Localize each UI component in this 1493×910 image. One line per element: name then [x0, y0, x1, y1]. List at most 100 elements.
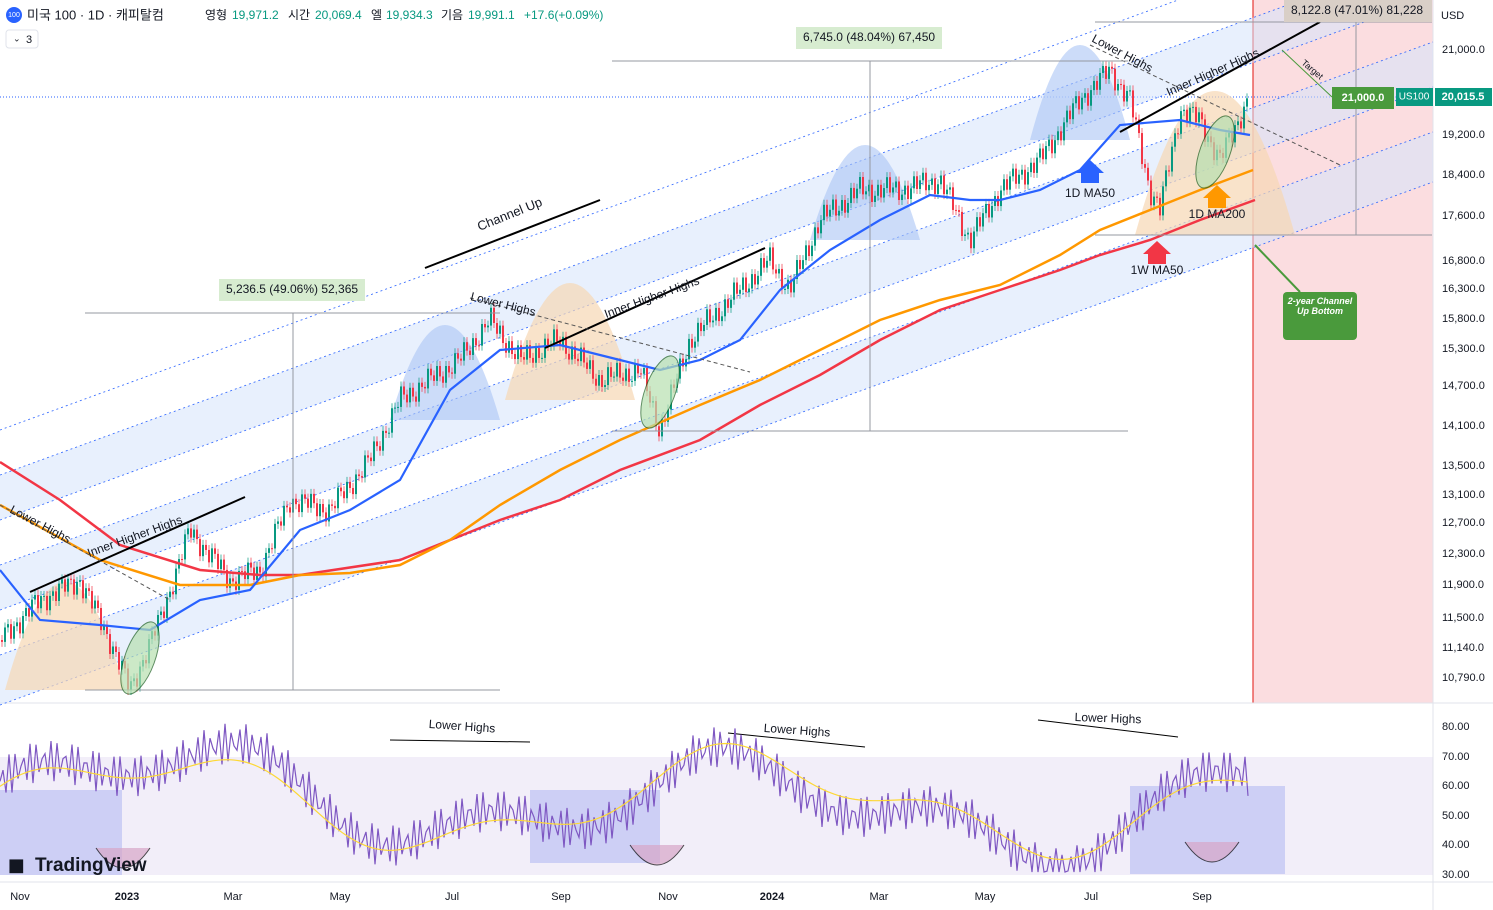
candle [286, 505, 288, 508]
candle [1033, 162, 1035, 173]
candle [907, 185, 909, 200]
candle [373, 441, 375, 462]
candle [607, 367, 609, 386]
time-tick-label: May [330, 891, 351, 903]
candle [7, 624, 9, 628]
candle [1165, 170, 1167, 187]
candle [115, 646, 117, 652]
candle [889, 177, 891, 193]
candle [1183, 109, 1185, 112]
symbol-title: 미국 100 · 1D · 캐피탈컴 [27, 7, 164, 22]
candle [904, 185, 906, 195]
candle [592, 360, 594, 379]
candle [826, 204, 828, 217]
candle [1, 640, 3, 642]
candle [337, 487, 339, 509]
channel-bottom-note: 2-year Channel Up Bottom [1283, 292, 1357, 340]
candle [1150, 180, 1152, 206]
candle [310, 493, 312, 508]
rsi-ma-line [0, 742, 1249, 860]
candle [1027, 172, 1029, 185]
candle [1204, 119, 1206, 142]
ohlc-value: 19,934.3 [386, 8, 433, 22]
price-tick-label: 19,200.0 [1442, 129, 1485, 141]
candle [898, 181, 900, 201]
candle [709, 309, 711, 323]
candle [949, 187, 951, 190]
candle [556, 329, 558, 342]
candle [1174, 133, 1176, 147]
candle [823, 204, 825, 221]
candle [232, 578, 234, 582]
candle [22, 615, 24, 634]
candle [1117, 83, 1119, 91]
candle [1066, 110, 1068, 123]
candle [304, 494, 306, 499]
candle [217, 553, 219, 570]
candle [61, 579, 63, 584]
trend-line [29, 496, 246, 593]
price-tick-label: 11,140.0 [1442, 642, 1484, 654]
candle [370, 457, 372, 462]
rsi-tick-label: 60.00 [1442, 780, 1470, 792]
candle [1129, 90, 1131, 92]
rsi-arc [629, 844, 685, 866]
candle [271, 548, 273, 550]
candle [961, 211, 963, 236]
candle [10, 624, 12, 639]
price-tick-label: 11,900.0 [1442, 579, 1484, 591]
candle [1093, 80, 1095, 91]
measure-label: 8,122.8 (47.01%) 81,228 [1291, 3, 1423, 17]
candle [799, 259, 801, 269]
candle [19, 622, 21, 634]
candle [1069, 110, 1071, 120]
candle [1051, 139, 1053, 154]
candle [1147, 167, 1149, 181]
candle [1087, 93, 1089, 106]
candle [892, 187, 894, 193]
candle [1042, 148, 1044, 160]
candle [355, 474, 357, 495]
pattern-label: Lower Highs [1074, 710, 1141, 726]
candle [1246, 98, 1248, 107]
candle [106, 625, 108, 635]
rsi-tick-label: 80.00 [1442, 721, 1470, 733]
candle [49, 595, 51, 611]
indicator-toggle[interactable] [5, 29, 39, 49]
candle [181, 559, 183, 561]
channel-band [0, 131, 1433, 705]
candle [211, 548, 213, 563]
trend-line [469, 297, 751, 373]
candle [427, 368, 429, 389]
candle [1039, 148, 1041, 158]
candle [802, 260, 804, 269]
price-tick-label: 14,100.0 [1442, 420, 1485, 432]
candle [481, 323, 483, 346]
symbol-box [1396, 88, 1433, 106]
candle [784, 288, 786, 290]
price-tick-label: 14,700.0 [1442, 380, 1485, 392]
candle [4, 627, 6, 642]
candle [1054, 140, 1056, 154]
candle [334, 505, 336, 509]
channel-label: Channel Up [475, 194, 544, 234]
candle [376, 441, 378, 447]
pointer [1254, 244, 1301, 293]
candle [343, 491, 345, 499]
candle [760, 258, 762, 276]
indicator-count[interactable]: 3 [26, 34, 32, 46]
candle [553, 329, 555, 346]
candle [1072, 103, 1074, 120]
candle [79, 580, 81, 582]
candle [97, 600, 99, 608]
candle [982, 213, 984, 227]
candle [931, 178, 933, 185]
candle [541, 357, 543, 359]
candle [1234, 125, 1236, 143]
trend-line [389, 739, 531, 743]
candle [934, 178, 936, 195]
candle [526, 345, 528, 360]
candle [622, 377, 624, 381]
candle [451, 372, 453, 374]
candle [1096, 80, 1098, 90]
